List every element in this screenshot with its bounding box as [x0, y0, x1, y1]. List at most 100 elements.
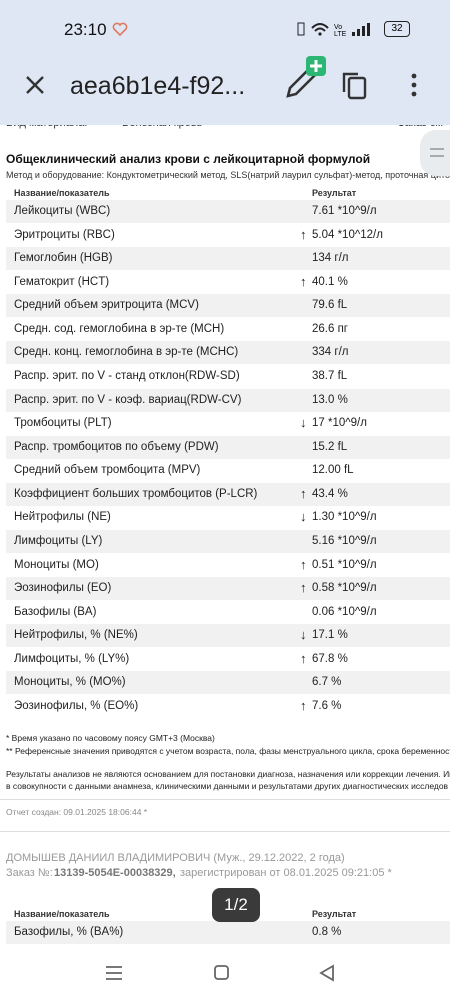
row-result: 0.58 *10^9/л: [312, 582, 377, 595]
table-row: Распр. эрит. по V - станд отклон(RDW-SD)…: [6, 365, 450, 388]
order-label: Заказ №:: [6, 867, 53, 879]
row-name: Средний объем эритроцита (MCV): [14, 299, 199, 312]
row-name: Тромбоциты (PLT): [14, 417, 112, 430]
row-name: Нейтрофилы, % (NE%): [14, 629, 138, 642]
row-name: Моноциты (MO): [14, 558, 99, 571]
row-result: 26.6 пг: [312, 322, 348, 335]
header-name: Название/показатель: [14, 909, 110, 919]
row-name: Распр. эрит. по V - коэф. вариац(RDW-CV): [14, 393, 242, 406]
row-name: Средн. сод. гемоглобина в эр-те (MCH): [14, 322, 225, 335]
svg-text:LTE: LTE: [334, 31, 347, 38]
heart-icon: [112, 22, 128, 36]
app-header: 23:10 Vo LTE 32 aea6b1e4-f92...: [0, 0, 450, 125]
row-name: Средний объем тромбоцита (MPV): [14, 464, 201, 477]
row-name: Базофилы, % (BA%): [14, 926, 124, 938]
table-row: Моноциты (MO) ↑ 0.51 *10^9/л: [6, 554, 450, 577]
row-name: Лейкоциты (WBC): [14, 205, 111, 217]
row-name: Распр. тромбоцитов по объему (PDW): [14, 440, 219, 453]
row-result: 5.16 *10^9/л: [312, 534, 377, 547]
row-flag: ↑: [300, 650, 307, 666]
table-row: Гемоглобин (HGB) 134 г/л: [6, 247, 450, 271]
row-result: 79.6 fL: [312, 299, 348, 312]
created: Отчет создан: 09.01.2025 18:06:44 *: [6, 807, 148, 817]
table-row: Распр. тромбоцитов по объему (PDW) 15.2 f…: [6, 435, 450, 459]
copy-button[interactable]: [340, 70, 370, 102]
table-row: Эозинофилы, % (EO%) ↑ 7.6 %: [6, 695, 450, 718]
row-result: 5.04 *10^12/л: [312, 228, 383, 241]
row-name: Распр. эрит. по V - станд отклон(RDW-SD): [14, 369, 240, 382]
disclaimer: в совокупности с данными анамнеза, клини…: [6, 781, 449, 791]
row-name: Базофилы (BA): [14, 605, 97, 618]
row-result: 43.4 %: [312, 487, 348, 500]
method: Метод и оборудование: Кондуктометрически…: [6, 170, 450, 180]
page-indicator: 1/2: [212, 888, 260, 922]
table-row: Эозинофилы (EO) ↑ 0.58 *10^9/л: [6, 577, 450, 601]
table-row: Гематокрит (HCT) ↑ 40.1 %: [6, 271, 450, 294]
row-result: 7.6 %: [312, 699, 342, 712]
row-result: 0.51 *10^9/л: [312, 558, 377, 571]
row-name: Средн. конц. гемоглобина в эр-те (MCHC): [14, 346, 239, 359]
divider: [0, 831, 450, 832]
row-result: 38.7 fL: [312, 369, 348, 382]
table-row: Эритроциты (RBC) ↑ 5.04 *10^12/л: [6, 224, 450, 247]
divider: [0, 799, 450, 800]
row-name: Эозинофилы, % (EO%): [14, 699, 139, 712]
row-name: Нейтрофилы (NE): [14, 511, 111, 524]
clock: 23:10: [64, 20, 107, 39]
note: ** Референсные значения приводятся с уче…: [6, 746, 450, 756]
table-row: Нейтрофилы (NE) ↓ 1.30 *10^9/л: [6, 506, 450, 529]
row-name: Эритроциты (RBC): [14, 228, 115, 241]
cut-order: Заказ см: [398, 125, 443, 129]
svg-text:Vo: Vo: [334, 24, 342, 31]
header-name: Название/показатель: [14, 188, 110, 198]
row-result: 134 г/л: [312, 252, 349, 265]
row-name: Гематокрит (HCT): [14, 275, 110, 288]
table-row: Средн. сод. гемоглобина в эр-те (MCH) 26.…: [6, 318, 450, 341]
document: Вид материала: Венозная кровь Заказ см Обще…: [0, 125, 450, 960]
table-row: Базофилы, % (BA%) 0.8 %: [6, 921, 450, 944]
table-row: Средний объем тромбоцита (MPV) 12.00 fL: [6, 459, 450, 482]
battery: 32: [384, 21, 410, 37]
order-registered: зарегистрирован от 08.01.2025 09:21:05 *: [180, 867, 392, 879]
row-name: Лимфоциты (LY): [14, 534, 103, 547]
header-result: Результат: [312, 909, 357, 919]
row-result: 15.2 fL: [312, 440, 348, 453]
row-flag: ↑: [300, 580, 307, 596]
header-result: Результат: [312, 188, 357, 198]
navigation-bar: [0, 960, 450, 1000]
row-result: 17 *10^9/л: [312, 417, 367, 430]
table-row: Лимфоциты (LY) 5.16 *10^9/л: [6, 529, 450, 553]
row-result: 334 г/л: [312, 346, 349, 359]
table-row: Нейтрофилы, % (NE%) ↓ 17.1 %: [6, 624, 450, 648]
row-result: 12.00 fL: [312, 464, 354, 477]
row-name: Эозинофилы (EO): [14, 582, 112, 595]
row-flag: ↑: [300, 273, 307, 289]
disclaimer: Результаты анализов не являются основани…: [6, 769, 450, 779]
row-result: 6.7 %: [312, 676, 342, 689]
table-row: Тромбоциты (PLT) ↓ 17 *10^9/л: [6, 412, 450, 435]
table-row: Лимфоциты, % (LY%) ↑ 67.8 %: [6, 648, 450, 671]
row-result: 7.61 *10^9/л: [312, 205, 377, 217]
row-result: 67.8 %: [312, 652, 348, 665]
table-row: Распр. эрит. по V - коэф. вариац(RDW-CV)…: [6, 388, 450, 412]
table-row: Средн. конц. гемоглобина в эр-те (MCHC) 3…: [6, 341, 450, 365]
menu-button[interactable]: [408, 72, 420, 100]
row-result: 1.30 *10^9/л: [312, 511, 377, 524]
row-flag: ↓: [300, 415, 307, 431]
row-flag: ↓: [300, 509, 307, 525]
scroll-handle[interactable]: [420, 130, 450, 176]
edit-button[interactable]: [280, 54, 328, 102]
row-flag: ↑: [300, 226, 307, 242]
file-title: aea6b1e4-f92...: [70, 72, 246, 100]
row-flag: ↓: [300, 627, 307, 643]
row-result: 17.1 %: [312, 629, 348, 642]
row-result: 0.8 %: [312, 926, 342, 938]
row-result: 0.06 *10^9/л: [312, 605, 377, 618]
close-button[interactable]: [24, 74, 46, 96]
row-result: 13.0 %: [312, 393, 348, 406]
table-row: Коэффициент больших тромбоцитов (P-LCR) ↑…: [6, 482, 450, 506]
table-row: Средний объем эритроцита (MCV) 79.6 fL: [6, 294, 450, 318]
table-row: Моноциты, % (MO%) 6.7 %: [6, 671, 450, 695]
